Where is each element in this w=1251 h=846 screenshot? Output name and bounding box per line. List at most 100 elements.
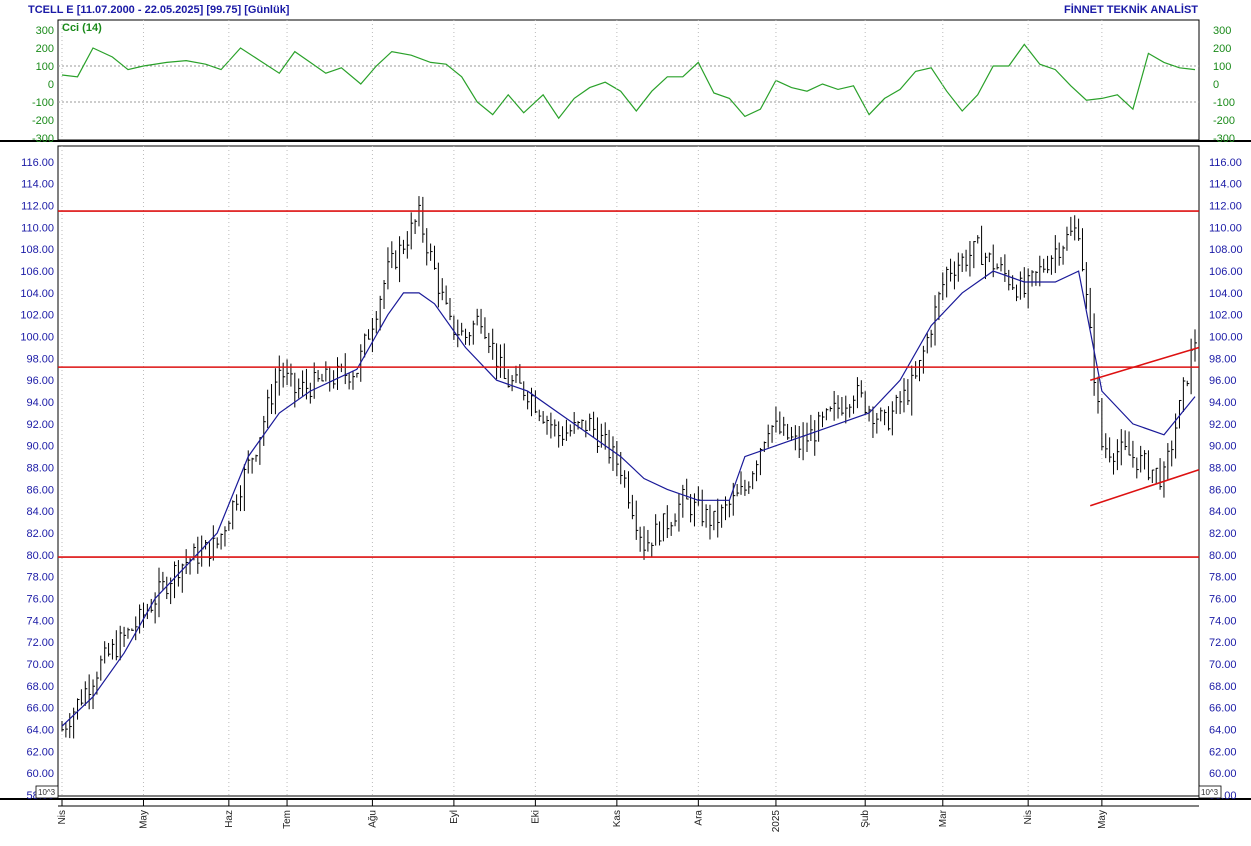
cci-tick-left: 0	[48, 79, 54, 91]
price-tick-left: 70.00	[26, 659, 54, 671]
scale-marker-left-box	[35, 785, 59, 799]
price-tick-right: 60.00	[1209, 768, 1237, 780]
scale-marker-right: 10^3	[1201, 788, 1219, 797]
scale-marker-left: 10^3	[38, 788, 56, 797]
cci-tick-right: 0	[1213, 79, 1219, 91]
price-tick-right: 106.00	[1209, 266, 1243, 278]
price-tick-right: 104.00	[1209, 288, 1243, 300]
price-tick-left: 112.00	[21, 201, 54, 213]
price-tick-left: 98.00	[26, 353, 54, 365]
cci-tick-left: -100	[32, 97, 54, 109]
price-tick-left: 100.00	[20, 332, 54, 344]
price-tick-left: 96.00	[26, 375, 54, 387]
price-tick-right: 114.00	[1209, 179, 1242, 191]
cci-label: Cci (14)	[62, 22, 102, 34]
x-axis-label: May	[138, 810, 149, 829]
price-tick-left: 92.00	[26, 419, 54, 431]
price-tick-right: 100.00	[1209, 332, 1243, 344]
price-tick-right: 86.00	[1209, 484, 1237, 496]
x-axis-label: Ara	[693, 810, 704, 826]
price-tick-right: 70.00	[1209, 659, 1237, 671]
price-tick-left: 74.00	[26, 615, 54, 627]
price-tick-left: 116.00	[21, 157, 54, 169]
price-tick-right: 80.00	[1209, 550, 1237, 562]
x-axis-label: May	[1097, 810, 1108, 829]
price-tick-right: 78.00	[1209, 572, 1237, 584]
x-axis-label: Şub	[860, 810, 871, 828]
cci-tick-right: -100	[1213, 97, 1235, 109]
price-tick-left: 60.00	[26, 768, 54, 780]
price-tick-right: 84.00	[1209, 506, 1237, 518]
x-axis-label: Kas	[612, 810, 623, 827]
price-tick-right: 110.00	[1209, 222, 1242, 234]
price-tick-right: 112.00	[1209, 201, 1242, 213]
chart-header-left: TCELL E [11.07.2000 - 22.05.2025] [99.75…	[28, 4, 290, 16]
chart-header-right: FİNNET TEKNİK ANALİST	[1064, 3, 1198, 16]
x-axis-label: Haz	[224, 810, 235, 828]
cci-tick-right: 200	[1213, 43, 1231, 55]
price-tick-left: 78.00	[26, 572, 54, 584]
price-tick-left: 108.00	[20, 244, 54, 256]
x-axis-label: Eki	[530, 810, 541, 824]
price-tick-right: 108.00	[1209, 244, 1243, 256]
cci-line	[61, 43, 1196, 120]
price-tick-right: 62.00	[1209, 746, 1237, 758]
price-tick-left: 114.00	[21, 179, 54, 191]
cci-tick-left: 100	[36, 61, 54, 73]
price-tick-left: 110.00	[21, 222, 54, 234]
channel-line	[1089, 468, 1200, 507]
price-tick-left: 90.00	[26, 441, 54, 453]
price-tick-right: 64.00	[1209, 725, 1237, 737]
x-axis-label: Nis	[57, 810, 68, 824]
price-tick-left: 62.00	[26, 746, 54, 758]
price-tick-left: 72.00	[26, 637, 54, 649]
x-axis-label: Mar	[938, 809, 949, 827]
price-tick-right: 116.00	[1209, 157, 1242, 169]
moving-average-line	[61, 270, 1196, 727]
price-tick-right: 82.00	[1209, 528, 1237, 540]
price-tick-left: 84.00	[26, 506, 54, 518]
price-tick-left: 104.00	[20, 288, 54, 300]
cci-tick-right: 300	[1213, 25, 1231, 37]
price-tick-right: 68.00	[1209, 681, 1237, 693]
x-axis-label: 2025	[771, 810, 782, 833]
price-tick-left: 76.00	[26, 594, 54, 606]
price-tick-right: 76.00	[1209, 594, 1237, 606]
cci-tick-left: -300	[32, 133, 54, 145]
price-tick-left: 64.00	[26, 725, 54, 737]
price-tick-right: 72.00	[1209, 637, 1237, 649]
price-tick-left: 80.00	[26, 550, 54, 562]
price-tick-left: 102.00	[20, 310, 54, 322]
cci-tick-left: 200	[36, 43, 54, 55]
price-tick-right: 90.00	[1209, 441, 1237, 453]
cci-tick-right: -200	[1213, 115, 1235, 127]
price-tick-left: 68.00	[26, 681, 54, 693]
cci-tick-right: -300	[1213, 133, 1235, 145]
price-tick-right: 92.00	[1209, 419, 1237, 431]
x-axis-label: Nis	[1023, 810, 1034, 824]
price-tick-right: 98.00	[1209, 353, 1237, 365]
x-axis-label: Ağu	[367, 810, 378, 828]
price-tick-right: 94.00	[1209, 397, 1237, 409]
cci-tick-right: 100	[1213, 61, 1231, 73]
price-tick-right: 102.00	[1209, 310, 1243, 322]
price-tick-right: 66.00	[1209, 703, 1237, 715]
price-tick-left: 82.00	[26, 528, 54, 540]
scale-marker-right-box	[1198, 785, 1222, 799]
price-tick-left: 94.00	[26, 397, 54, 409]
cci-tick-left: 300	[36, 25, 54, 37]
price-tick-right: 96.00	[1209, 375, 1237, 387]
price-tick-left: 86.00	[26, 484, 54, 496]
price-tick-left: 106.00	[20, 266, 54, 278]
cci-tick-left: -200	[32, 115, 54, 127]
channel-line	[1090, 346, 1200, 381]
price-tick-right: 74.00	[1209, 615, 1237, 627]
price-panel-frame	[57, 145, 1200, 797]
x-axis-label: Eyl	[449, 810, 460, 824]
x-axis-label: Tem	[282, 810, 293, 829]
price-tick-left: 88.00	[26, 463, 54, 475]
price-tick-right: 88.00	[1209, 463, 1237, 475]
price-tick-left: 66.00	[26, 703, 54, 715]
